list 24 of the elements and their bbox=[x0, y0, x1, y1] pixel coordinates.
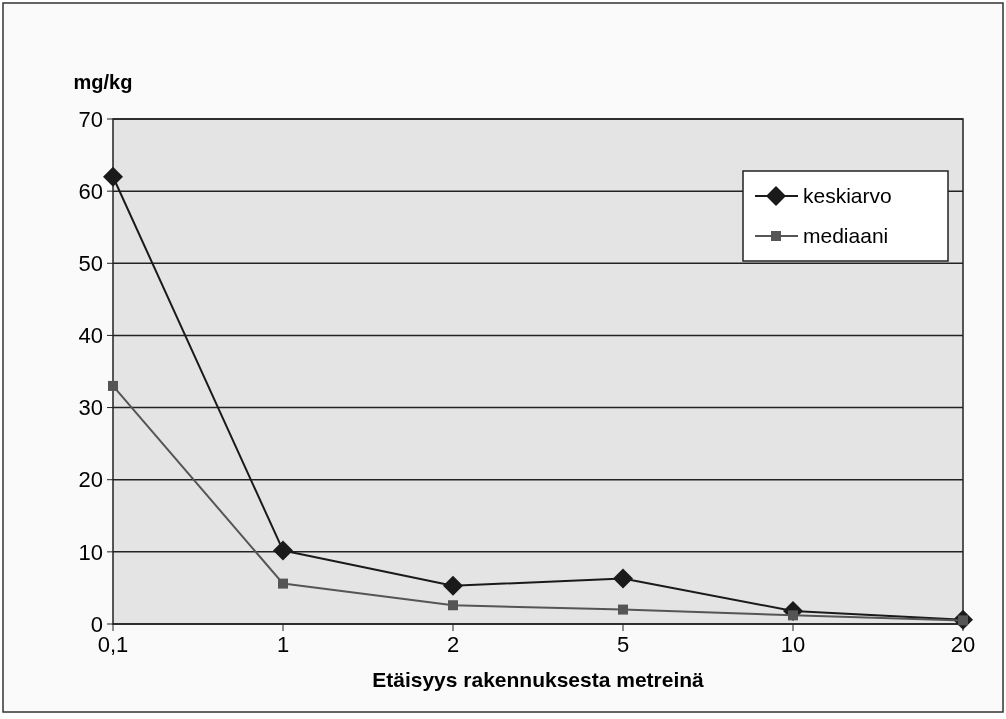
point bbox=[618, 604, 628, 615]
y-tick-label: 60 bbox=[78, 178, 103, 204]
x-tick-label: 1 bbox=[276, 632, 290, 657]
point bbox=[278, 578, 288, 589]
point bbox=[613, 568, 633, 589]
y-tick-label: 40 bbox=[78, 323, 103, 349]
y-tick-label: 70 bbox=[78, 106, 103, 132]
legend-label: mediaani bbox=[803, 224, 889, 248]
x-tick-label: 20 bbox=[950, 632, 976, 657]
x-axis-title: Etäisyys rakennuksesta metreinä bbox=[372, 668, 705, 691]
x-tick-label: 10 bbox=[780, 632, 806, 657]
point bbox=[443, 575, 463, 596]
point bbox=[103, 166, 123, 187]
y-tick-label: 50 bbox=[78, 250, 103, 276]
x-tick-label: 5 bbox=[616, 632, 630, 657]
y-tick-label: 20 bbox=[78, 467, 103, 493]
y-tick-label: 10 bbox=[78, 539, 103, 565]
y-axis-title: mg/kg bbox=[73, 71, 133, 93]
point bbox=[448, 600, 458, 611]
point bbox=[273, 540, 293, 561]
x-tick-label: 2 bbox=[446, 632, 460, 657]
point bbox=[108, 380, 118, 391]
y-tick-label: 30 bbox=[78, 395, 103, 421]
legend-label: keskiarvo bbox=[803, 184, 892, 208]
